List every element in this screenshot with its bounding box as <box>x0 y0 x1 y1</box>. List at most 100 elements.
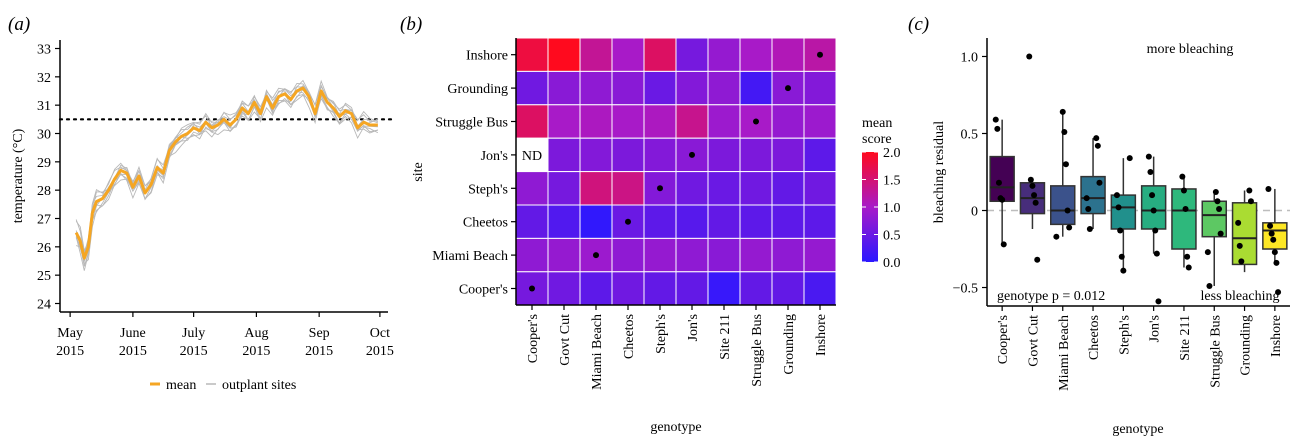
legend-mean-label: mean <box>166 378 196 393</box>
panel-c-y-tick-label: 0 <box>971 205 978 220</box>
panel-c-label: (c) <box>908 14 929 35</box>
data-point <box>1153 250 1160 257</box>
genotype-label-grounding: Grounding <box>1239 315 1254 376</box>
data-point <box>994 125 1001 132</box>
site-label-grounding: Grounding <box>447 82 508 97</box>
panel-a-legend: mean outplant sites <box>150 378 296 393</box>
panel-a-label: (a) <box>8 14 30 35</box>
data-point <box>1120 267 1127 274</box>
panel-a-x-tick-label: May <box>57 326 83 341</box>
genotype-label-grounding: Grounding <box>782 314 797 375</box>
data-point <box>1085 205 1092 212</box>
heatmap-cell <box>579 104 613 139</box>
data-point <box>1267 222 1274 229</box>
data-point <box>995 179 1002 186</box>
genotype-label-cooper-s: Cooper's <box>526 314 541 363</box>
data-point <box>1180 187 1187 194</box>
heatmap-cell <box>611 37 645 72</box>
heatmap-cell <box>547 70 581 106</box>
heatmap-cell <box>803 237 837 273</box>
data-point <box>1217 230 1224 237</box>
genotype-label-inshore: Inshore <box>814 314 829 356</box>
data-point <box>1204 249 1211 256</box>
heatmap-cell <box>675 70 709 106</box>
home-site-dot <box>785 85 791 92</box>
colorbar-tick-label: 2.0 <box>883 146 901 161</box>
panel-b-y-axis-label: site <box>411 162 426 181</box>
more-bleaching-annotation: more bleaching <box>1147 42 1234 57</box>
heatmap-cell <box>579 137 613 173</box>
genotype-label-cheetos: Cheetos <box>622 314 637 359</box>
data-point <box>1147 169 1154 175</box>
heatmap-cell <box>739 171 773 206</box>
heatmap-cell <box>515 237 549 273</box>
genotype-label-jon-s: Jon's <box>1148 315 1163 342</box>
data-point <box>1086 225 1093 232</box>
home-site-dot <box>593 252 599 259</box>
panel-a-x-tick-label: June <box>120 326 146 341</box>
heatmap-cell <box>803 137 837 173</box>
data-point <box>1214 198 1221 205</box>
data-point <box>1247 198 1254 205</box>
box-miami-beach <box>1050 185 1076 226</box>
heatmap-cell <box>611 171 645 206</box>
data-point <box>1235 219 1242 226</box>
genotype-label-struggle-bus: Struggle Bus <box>750 314 765 387</box>
heatmap-cell <box>739 137 773 173</box>
heatmap-cell <box>803 70 837 106</box>
heatmap-cell <box>643 137 677 173</box>
heatmap-cell <box>707 104 741 139</box>
box-grounding <box>1231 202 1258 266</box>
data-point <box>1126 155 1133 162</box>
data-point <box>1031 192 1038 199</box>
heatmap-cell <box>547 37 581 72</box>
data-point <box>1238 258 1245 265</box>
heatmap-cell <box>547 271 581 306</box>
panel-a-x-tick-year: 2015 <box>305 344 333 359</box>
panel-c: (c) −0.5 0 0.5 1.0 Cooper's Govt Cut Miami Be… <box>908 14 1290 437</box>
colorbar-title-line1: mean <box>862 116 892 131</box>
heatmap-cell <box>547 204 581 239</box>
panel-a-x-tick-year: 2015 <box>119 344 147 359</box>
mean-temperature-line <box>74 86 378 260</box>
site-label-struggle-bus: Struggle Bus <box>435 116 508 131</box>
genotype-label-struggle-bus: Struggle Bus <box>1208 315 1223 388</box>
home-site-dot <box>817 51 823 58</box>
heatmap-cell <box>707 204 741 239</box>
data-point <box>1118 253 1125 260</box>
data-point <box>1083 195 1090 202</box>
heatmap-cell <box>739 271 773 306</box>
legend-outplant-sites-label: outplant sites <box>222 378 296 393</box>
heatmap-cell <box>675 237 709 273</box>
heatmap-cell <box>771 271 805 306</box>
colorbar-tick-label: 1.0 <box>883 201 901 216</box>
data-point <box>1182 205 1189 212</box>
heatmap-cell <box>739 237 773 273</box>
heatmap-cell <box>547 171 581 206</box>
genotype-label-govt-cut: Govt Cut <box>558 314 573 366</box>
panel-a-y-tick-label: 33 <box>37 43 51 58</box>
colorbar-title-line2: score <box>862 132 892 147</box>
heatmap-cell <box>643 104 677 139</box>
site-label-steph-s: Steph's <box>468 182 508 197</box>
genotype-p-value-annotation: genotype p = 0.012 <box>997 289 1105 304</box>
data-point <box>1032 199 1039 206</box>
data-point <box>1066 224 1073 231</box>
heatmap-cell <box>771 37 805 72</box>
data-point <box>1152 227 1159 234</box>
panel-a-x-tick-label: Sep <box>309 326 330 341</box>
data-point <box>1212 189 1219 196</box>
genotype-label-cooper-s: Cooper's <box>996 315 1011 364</box>
heatmap-cell <box>579 37 613 72</box>
heatmap-cell <box>803 204 837 239</box>
home-site-dot <box>625 218 631 225</box>
data-point <box>1029 182 1036 189</box>
heatmap-cell <box>547 104 581 139</box>
panel-a-y-tick-label: 27 <box>37 213 51 228</box>
site-label-cooper-s: Cooper's <box>459 283 508 298</box>
colorbar-tick-label: 0.5 <box>883 229 901 244</box>
box-steph-s <box>1110 194 1137 230</box>
heatmap-cell <box>803 104 837 139</box>
data-point <box>1179 173 1186 180</box>
